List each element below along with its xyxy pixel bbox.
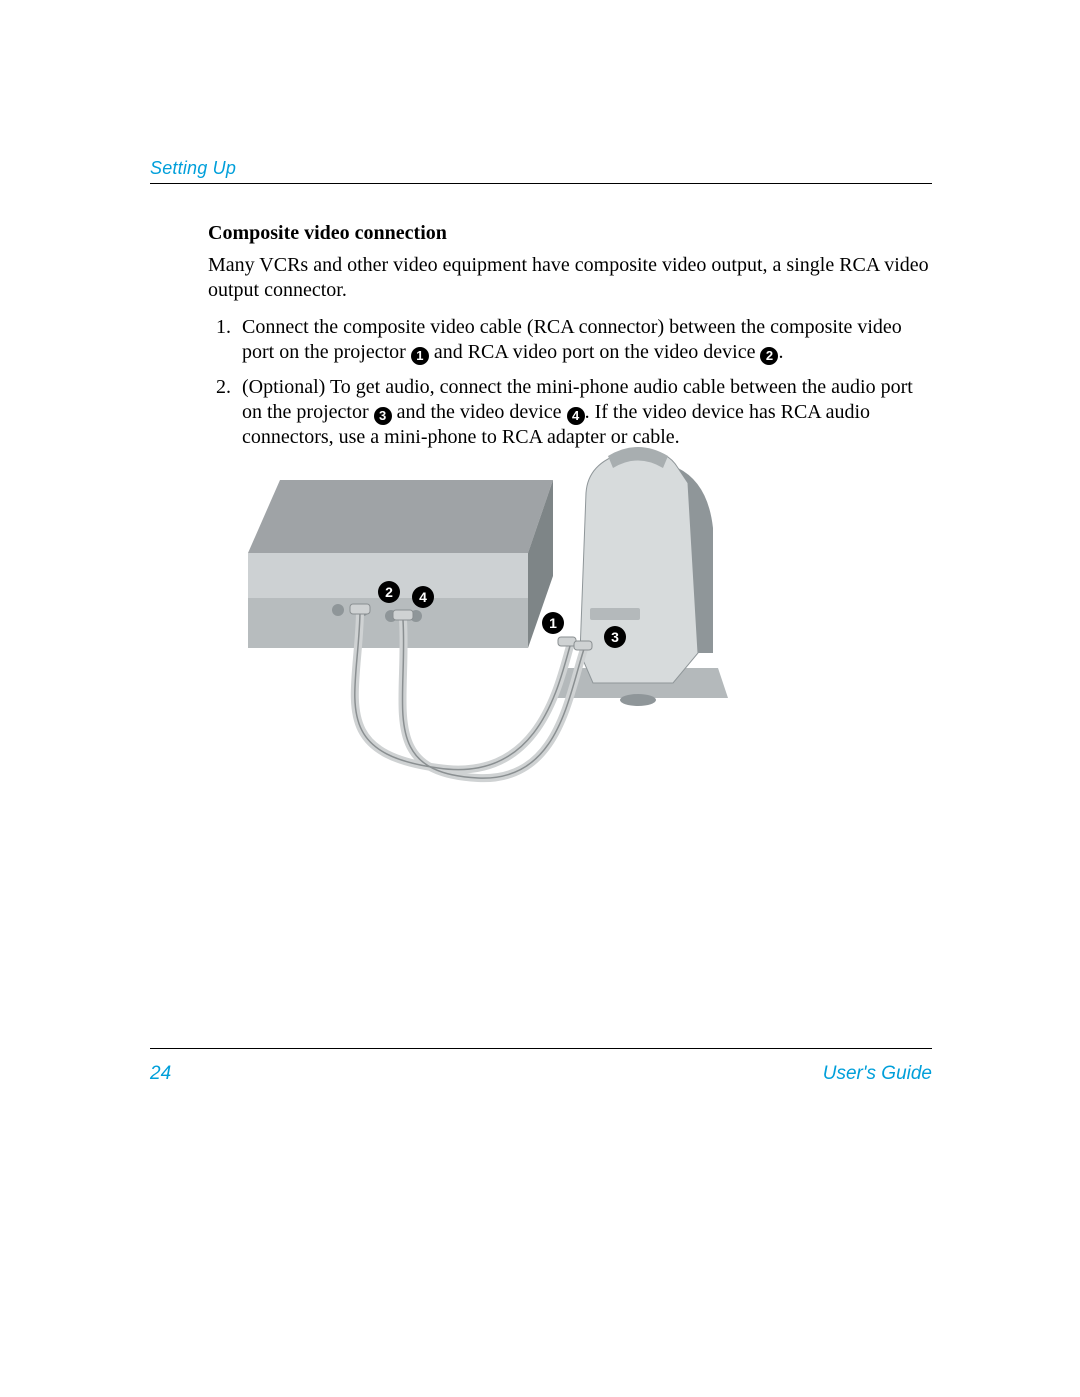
page-header: Setting Up	[150, 158, 932, 184]
figure-callout: 3	[604, 626, 626, 648]
connection-figure: 24 1 3	[208, 438, 908, 808]
section-heading: Composite video connection	[208, 222, 932, 245]
footer-rule	[150, 1048, 932, 1049]
section-label: Setting Up	[150, 158, 932, 179]
page-number: 24	[150, 1063, 171, 1085]
steps-list: Connect the composite video cable (RCA c…	[208, 315, 932, 450]
intro-paragraph: Many VCRs and other video equipment have…	[208, 253, 932, 303]
inline-marker-icon: 1	[411, 347, 429, 365]
inline-marker-icon: 4	[567, 407, 585, 425]
page-footer: 24 User's Guide	[150, 1048, 932, 1085]
step-item: Connect the composite video cable (RCA c…	[236, 315, 932, 365]
content-block: Composite video connection Many VCRs and…	[208, 222, 932, 460]
figure-callout: 1	[542, 612, 564, 634]
inline-marker-icon: 3	[374, 407, 392, 425]
header-rule	[150, 183, 932, 184]
inline-marker-icon: 2	[760, 347, 778, 365]
doc-title: User's Guide	[823, 1063, 932, 1085]
figure-callout: 2	[378, 581, 400, 603]
figure-callout: 4	[412, 586, 434, 608]
page: Setting Up Composite video connection Ma…	[0, 0, 1080, 1397]
